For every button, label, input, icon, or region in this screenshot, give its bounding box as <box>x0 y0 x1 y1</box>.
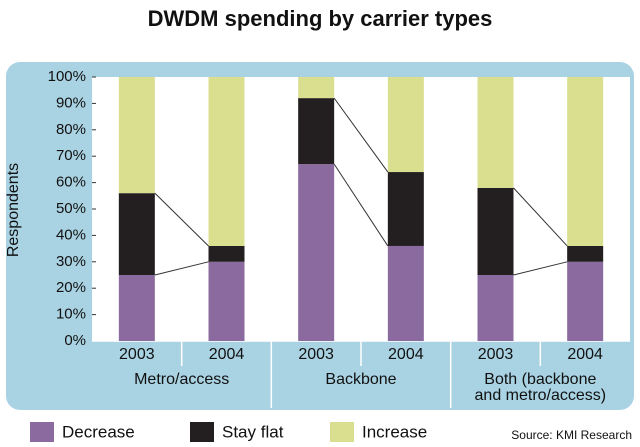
x-tick-label: 2004 <box>567 346 603 363</box>
bar-segment <box>477 77 514 188</box>
y-tick-label: 90% <box>56 94 86 111</box>
bar-segment <box>387 172 424 246</box>
y-tick-label: 40% <box>56 226 86 243</box>
bar-segment <box>387 245 424 341</box>
bar-segment <box>208 261 245 341</box>
bar-segment <box>567 261 604 341</box>
y-tick-label: 0% <box>64 332 86 349</box>
x-tick-label: 2003 <box>119 346 155 363</box>
y-tick-label: 10% <box>56 306 86 323</box>
plot-area <box>92 77 630 341</box>
group-label: Both (backbone <box>484 371 596 388</box>
legend-swatch <box>190 422 214 442</box>
bar-segment <box>208 77 245 246</box>
group-label: Backbone <box>325 371 396 388</box>
x-tick-label: 2003 <box>478 346 514 363</box>
chart-title: DWDM spending by carrier types <box>148 6 493 31</box>
connector <box>154 192 209 247</box>
y-tick-label: 50% <box>56 200 86 217</box>
connector <box>513 261 568 276</box>
bar-segment <box>208 245 245 262</box>
legend-swatch <box>30 422 54 442</box>
legend-label: Increase <box>362 422 427 441</box>
legend-swatch <box>330 422 354 442</box>
x-tick-label: 2003 <box>298 346 334 363</box>
connector <box>154 261 209 276</box>
bar-segment <box>118 77 155 194</box>
bar-segment <box>477 275 514 341</box>
group-label: Metro/access <box>134 371 229 388</box>
connector <box>333 97 389 173</box>
legend-label: Stay flat <box>222 422 284 441</box>
bar-segment <box>118 193 155 275</box>
connector <box>333 163 389 247</box>
bar-segment <box>567 77 604 246</box>
y-tick-label: 70% <box>56 147 86 164</box>
legend-label: Decrease <box>62 422 135 441</box>
y-tick-label: 20% <box>56 279 86 296</box>
x-tick-label: 2004 <box>209 346 245 363</box>
bar-segment <box>298 164 335 341</box>
bar-segment <box>567 245 604 262</box>
group-label: and metro/access) <box>475 387 607 404</box>
source: Source: KMI Research <box>511 428 632 442</box>
bar-segment <box>477 187 514 275</box>
bar-segment <box>298 98 335 165</box>
bar-segment <box>298 77 335 99</box>
connector <box>513 187 568 247</box>
bar-segment <box>387 77 424 173</box>
bar-segment <box>118 275 155 341</box>
y-tick-label: 100% <box>48 68 86 85</box>
y-tick-label: 30% <box>56 253 86 270</box>
y-tick-label: 60% <box>56 174 86 191</box>
y-tick-label: 80% <box>56 121 86 138</box>
y-axis-label: Respondents <box>5 163 22 257</box>
x-tick-label: 2004 <box>388 346 424 363</box>
